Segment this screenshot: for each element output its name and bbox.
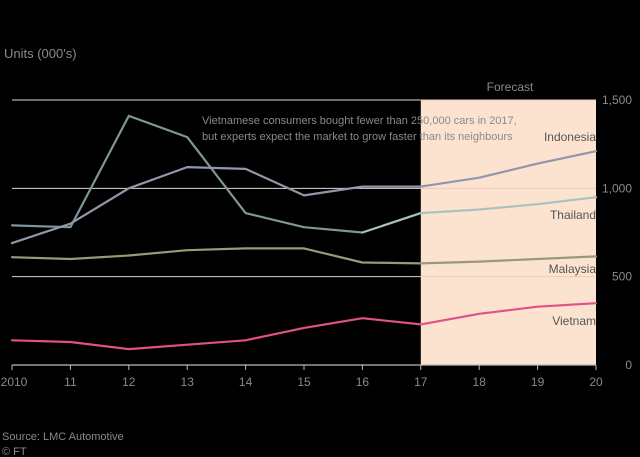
annotation-line-2: but experts expect the market to grow fa… [202, 131, 513, 143]
y-tick-label: 0 [625, 358, 632, 372]
x-tick-label: 19 [531, 375, 545, 389]
y-tick-label: 1,000 [602, 181, 632, 195]
series-label-indonesia: Indonesia [544, 130, 596, 144]
x-tick-label: 12 [122, 375, 136, 389]
series-lines [10, 114, 598, 351]
y-tick-label: 1,500 [602, 93, 632, 107]
x-tick-label: 15 [297, 375, 311, 389]
unit-label: Units (000's) [4, 46, 77, 61]
forecast-band [420, 100, 596, 365]
series-line-malaysia [10, 247, 598, 265]
forecast-label: Forecast [487, 80, 534, 94]
x-tick-label: 18 [473, 375, 487, 389]
series-line-thailand [361, 196, 598, 234]
x-tick-label: 16 [356, 375, 370, 389]
x-axis: 2010 11 12 13 14 15 16 17 18 19 20 [1, 364, 603, 389]
source-text: Source: LMC Automotive [2, 431, 124, 443]
x-tick-label: 20 [589, 375, 603, 389]
y-axis: 0 500 1,000 1,500 [602, 93, 632, 372]
series-line-indonesia [10, 150, 598, 245]
series-label-vietnam: Vietnam [552, 314, 596, 328]
y-tick-label: 500 [612, 270, 632, 284]
ft-credit: © FT [2, 446, 27, 457]
x-tick-label: 13 [181, 375, 195, 389]
x-tick-label: 17 [414, 375, 428, 389]
series-line-extra [10, 114, 364, 234]
x-tick-label: 11 [64, 375, 77, 389]
series-label-malaysia: Malaysia [549, 262, 597, 276]
series-line-vietnam [10, 302, 598, 351]
x-tick-label: 2010 [1, 375, 28, 389]
series-label-thailand: Thailand [550, 208, 596, 222]
annotation-line-1: Vietnamese consumers bought fewer than 2… [202, 115, 517, 127]
series-labels: Indonesia Thailand Malaysia Vietnam [544, 130, 596, 328]
x-tick-label: 14 [239, 375, 253, 389]
